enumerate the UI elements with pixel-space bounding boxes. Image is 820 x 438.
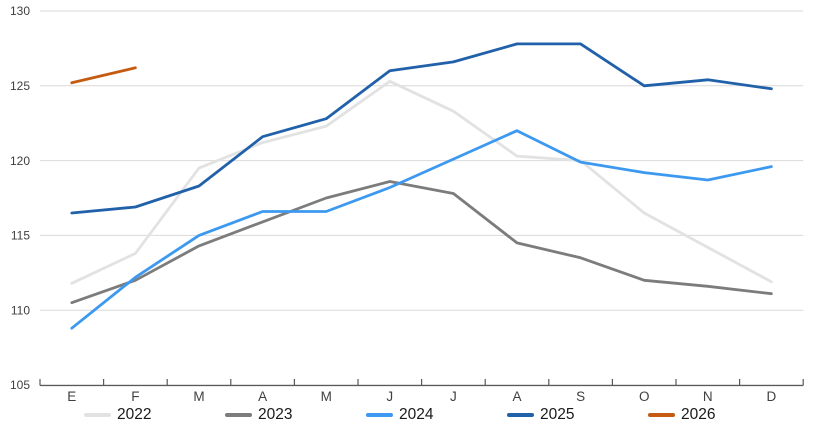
legend-item-2026: 2026 bbox=[648, 405, 789, 425]
series-line-2024 bbox=[70, 129, 773, 330]
x-tick-label-10: N bbox=[703, 389, 713, 404]
legend-label-2023: 2023 bbox=[258, 406, 293, 423]
chart-legend: 2022 2023 2024 2025 2026 bbox=[84, 405, 789, 425]
legend-swatch-2025 bbox=[507, 413, 534, 417]
legend-item-2025: 2025 bbox=[507, 405, 648, 425]
y-tick-label-110: 110 bbox=[11, 303, 30, 317]
series-line-2023 bbox=[70, 180, 773, 305]
x-tick-label-3: A bbox=[258, 389, 267, 404]
y-tick-label-105: 105 bbox=[10, 378, 30, 392]
legend-item-2024: 2024 bbox=[366, 405, 507, 425]
y-tick-label-120: 120 bbox=[10, 154, 30, 168]
x-tick-label-1: F bbox=[131, 389, 139, 404]
legend-swatch-2026 bbox=[648, 413, 675, 417]
x-tick-label-11: D bbox=[767, 389, 777, 404]
x-tick-label-2: M bbox=[193, 389, 204, 404]
legend-label-2025: 2025 bbox=[540, 406, 575, 423]
legend-swatch-2022 bbox=[84, 413, 111, 417]
legend-label-2024: 2024 bbox=[399, 406, 434, 423]
legend-swatch-2024 bbox=[366, 413, 393, 417]
y-tick-label-125: 125 bbox=[10, 79, 30, 93]
legend-label-2022: 2022 bbox=[117, 406, 152, 423]
y-tick-label-130: 130 bbox=[10, 4, 30, 18]
x-tick-label-4: M bbox=[321, 389, 332, 404]
series-line-2026 bbox=[70, 66, 137, 85]
legend-item-2022: 2022 bbox=[84, 405, 225, 425]
x-tick-label-9: O bbox=[639, 389, 650, 404]
series-line-2022 bbox=[70, 79, 773, 285]
x-tick-label-0: E bbox=[67, 389, 76, 404]
legend-swatch-2023 bbox=[225, 413, 252, 417]
x-tick-label-6: J bbox=[450, 389, 457, 404]
series-line-2025 bbox=[70, 42, 773, 215]
y-tick-label-115: 115 bbox=[11, 229, 30, 243]
x-tick-label-7: A bbox=[512, 389, 521, 404]
x-tick-label-5: J bbox=[386, 389, 393, 404]
x-tick-label-8: S bbox=[576, 389, 585, 404]
legend-item-2023: 2023 bbox=[225, 405, 366, 425]
legend-label-2026: 2026 bbox=[681, 406, 716, 423]
